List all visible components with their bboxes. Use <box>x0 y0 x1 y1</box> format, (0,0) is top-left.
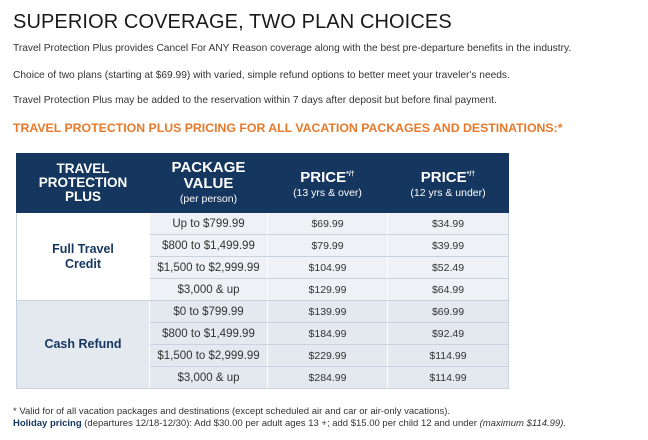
price-child-cell: $114.99 <box>387 344 509 367</box>
price-adult-cell: $104.99 <box>267 256 388 279</box>
price-adult-cell: $139.99 <box>267 300 388 323</box>
header-plan-line1: TRAVEL <box>56 161 110 176</box>
package-value-cell: Up to $799.99 <box>149 212 268 235</box>
header-price-child-label: PRICE <box>420 168 467 186</box>
header-package-value: PACKAGE VALUE (per person) <box>149 153 268 213</box>
package-value-cell: $3,000 & up <box>149 366 268 389</box>
price-child-cell: $52.49 <box>387 256 509 279</box>
header-price-child-sup: */† <box>466 170 476 178</box>
table-row: Cash Refund $0 to $799.99 $139.99 $69.99 <box>16 300 509 389</box>
plan-full-travel-credit: Full Travel Credit <box>16 212 150 301</box>
table-row: $1,500 to $2,999.99 $229.99 $114.99 <box>17 344 509 367</box>
footnote-holiday: Holiday pricing (departures 12/18-12/30)… <box>13 418 566 429</box>
price-child-cell: $114.99 <box>387 366 509 389</box>
table-row: Full Travel Credit Up to $799.99 $69.99 … <box>16 212 509 301</box>
header-value-line2: VALUE <box>183 175 234 192</box>
package-value-cell: $1,500 to $2,999.99 <box>149 256 268 279</box>
package-value-cell: $1,500 to $2,999.99 <box>149 344 268 367</box>
holiday-pricing-label: Holiday pricing <box>13 418 82 429</box>
price-adult-cell: $79.99 <box>267 234 388 257</box>
plan-name-line2: Credit <box>64 256 102 271</box>
plan-name-line1: Cash Refund <box>44 337 122 351</box>
holiday-pricing-text: (departures 12/18-12/30): Add $30.00 per… <box>81 418 480 429</box>
holiday-pricing-maximum: (maximum $114.99). <box>479 418 567 429</box>
header-value-sub: (per person) <box>179 193 238 205</box>
footnote-validity: * Valid for of all vacation packages and… <box>13 406 451 417</box>
plans-paragraph: Choice of two plans (starting at $69.99)… <box>13 70 510 81</box>
header-price-adult-sup: */† <box>346 170 355 178</box>
price-adult-cell: $184.99 <box>267 322 388 345</box>
package-value-cell: $3,000 & up <box>149 278 268 301</box>
package-value-cell: $800 to $1,499.99 <box>149 234 268 257</box>
pricing-table: TRAVEL PROTECTION PLUS PACKAGE VALUE (pe… <box>16 153 509 389</box>
plan-name-line1: Full Travel <box>52 241 114 256</box>
package-value-cell: $800 to $1,499.99 <box>149 322 268 345</box>
price-adult-cell: $229.99 <box>267 344 388 367</box>
pricing-heading: TRAVEL PROTECTION PLUS PRICING FOR ALL V… <box>13 121 563 135</box>
package-value-cell: $0 to $799.99 <box>149 300 268 323</box>
price-child-cell: $34.99 <box>387 212 509 235</box>
table-row: $800 to $1,499.99 $79.99 $39.99 <box>17 234 509 257</box>
table-row: $3,000 & up $284.99 $114.99 <box>17 366 509 389</box>
price-child-cell: $64.99 <box>387 278 509 301</box>
header-price-child: PRICE*/† (12 yrs & under) <box>387 153 509 213</box>
pricing-header-row: TRAVEL PROTECTION PLUS PACKAGE VALUE (pe… <box>16 153 509 213</box>
table-row: $1,500 to $2,999.99 $104.99 $52.49 <box>17 256 509 279</box>
header-plan-line2: PROTECTION <box>38 175 128 190</box>
header-price-adult: PRICE*/† (13 yrs & over) <box>267 153 388 213</box>
header-price-adult-label: PRICE <box>300 168 347 186</box>
price-child-cell: $92.49 <box>387 322 509 345</box>
plan-cash-refund: Cash Refund <box>16 300 150 389</box>
price-adult-cell: $129.99 <box>267 278 388 301</box>
price-child-cell: $69.99 <box>387 300 509 323</box>
intro-paragraph: Travel Protection Plus provides Cancel F… <box>13 43 572 54</box>
header-price-adult-sub: (13 yrs & over) <box>293 186 362 199</box>
header-value-line1: PACKAGE <box>171 159 246 176</box>
price-child-cell: $39.99 <box>387 234 509 257</box>
price-adult-cell: $69.99 <box>267 212 388 235</box>
header-price-child-sub: (12 yrs & under) <box>410 186 486 199</box>
timing-paragraph: Travel Protection Plus may be added to t… <box>13 95 497 106</box>
page-title: SUPERIOR COVERAGE, TWO PLAN CHOICES <box>13 11 452 33</box>
header-plan: TRAVEL PROTECTION PLUS <box>16 153 150 213</box>
table-row: $800 to $1,499.99 $184.99 $92.49 <box>17 322 509 345</box>
header-plan-line3: PLUS <box>64 189 101 204</box>
price-adult-cell: $284.99 <box>267 366 388 389</box>
